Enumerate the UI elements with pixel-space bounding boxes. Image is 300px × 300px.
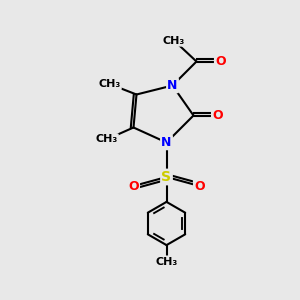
- Text: O: O: [128, 179, 139, 193]
- Text: S: S: [161, 170, 172, 184]
- Text: O: O: [194, 179, 205, 193]
- Text: CH₃: CH₃: [95, 134, 118, 145]
- Text: CH₃: CH₃: [163, 35, 185, 46]
- Text: O: O: [212, 109, 223, 122]
- Text: CH₃: CH₃: [155, 256, 178, 267]
- Text: N: N: [161, 136, 172, 149]
- Text: CH₃: CH₃: [98, 79, 121, 89]
- Text: N: N: [167, 79, 178, 92]
- Text: O: O: [215, 55, 226, 68]
